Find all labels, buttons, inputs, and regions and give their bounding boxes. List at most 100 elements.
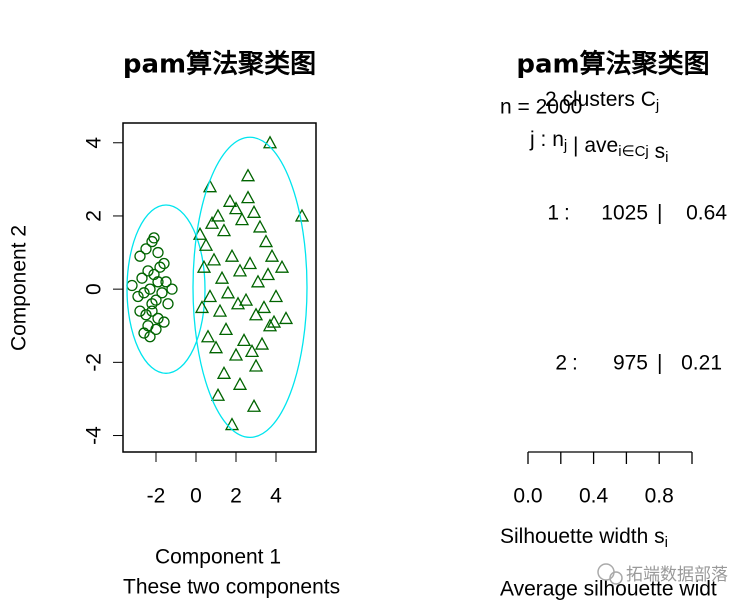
separator: |: [657, 352, 662, 375]
x-tick-label: 0.4: [579, 485, 609, 508]
x-tick-label: 2: [230, 485, 242, 508]
cluster-ellipse: [192, 136, 308, 439]
point: [138, 327, 150, 339]
point: [242, 256, 258, 270]
point: [214, 270, 230, 284]
text-part: :: [535, 128, 553, 151]
point: [138, 287, 150, 299]
chart-title: pam算法聚类图: [516, 49, 709, 80]
point: [140, 309, 152, 321]
subscript: i∈Cj: [618, 143, 649, 160]
point: [126, 279, 138, 292]
text-part: j: [529, 128, 535, 151]
point: [278, 311, 294, 325]
text-part: |: [567, 134, 584, 157]
point: [200, 329, 216, 343]
point: [274, 259, 290, 273]
point: [134, 250, 146, 262]
y-axis-label: Component 2: [8, 225, 31, 351]
point: [208, 340, 224, 354]
y-tick-label: 2: [83, 210, 106, 222]
point: [262, 318, 278, 332]
point: [162, 298, 174, 310]
subtitle: These two components: [123, 576, 340, 599]
point: [260, 267, 276, 281]
point: [240, 190, 256, 204]
y-tick-label: -4: [83, 426, 106, 445]
point: [148, 232, 160, 244]
point: [240, 168, 256, 182]
point: [206, 252, 222, 266]
y-tick-label: 0: [83, 283, 106, 295]
n-label: n = 2000: [500, 96, 582, 119]
x-tick-label: 0.0: [513, 485, 542, 508]
point: [154, 261, 166, 273]
point: [256, 300, 272, 314]
point: [196, 259, 212, 273]
x-axis-label: Silhouette width si: [500, 525, 668, 551]
subscript: j: [563, 137, 567, 154]
point: [264, 248, 280, 262]
point: [230, 296, 246, 310]
y-tick-label: -2: [83, 353, 106, 372]
point: [248, 307, 264, 321]
point: [232, 376, 248, 390]
point: [254, 336, 270, 350]
separator: :: [572, 352, 578, 375]
cluster-size: 975: [613, 352, 648, 375]
avg-width: 0.64: [686, 202, 727, 225]
text-part: n: [552, 128, 564, 151]
point: [144, 283, 156, 295]
point: [222, 193, 238, 207]
point: [152, 312, 164, 325]
plot-frame: [122, 122, 317, 453]
point: [224, 417, 240, 431]
cluster-id: 1: [547, 202, 559, 225]
point: [266, 314, 282, 328]
point: [160, 276, 172, 288]
point: [146, 305, 158, 317]
point: [156, 287, 168, 299]
point: [224, 248, 240, 262]
point: [202, 289, 218, 303]
point: [194, 300, 210, 314]
x-tick-label: 0.8: [645, 485, 674, 508]
text-part: Silhouette width s: [500, 525, 665, 548]
text-part: ave: [584, 134, 618, 157]
point: [136, 272, 148, 284]
point: [152, 276, 164, 288]
subscript: i: [665, 534, 668, 551]
point: [210, 387, 226, 401]
point: [202, 179, 218, 193]
point: [268, 289, 284, 303]
point: [294, 208, 310, 222]
point: [220, 285, 236, 299]
point: [146, 298, 158, 310]
point: [140, 243, 152, 255]
chart-title: pam算法聚类图: [123, 49, 316, 80]
point: [246, 398, 262, 412]
point: [198, 237, 214, 251]
point: [246, 204, 262, 218]
point: [212, 303, 228, 317]
point: [166, 283, 178, 295]
point: [258, 234, 274, 248]
cluster-ellipse: [126, 204, 206, 374]
point: [132, 290, 144, 303]
point: [134, 305, 146, 317]
watermark-icon: [597, 563, 623, 585]
point: [144, 331, 156, 343]
point: [218, 322, 234, 336]
point: [216, 365, 232, 379]
point: [244, 344, 260, 358]
subtitle: Average silhouette widt: [500, 578, 717, 601]
cluster-size: 1025: [601, 202, 648, 225]
separator: :: [564, 202, 570, 225]
watermark: 拓端数据部落: [626, 565, 728, 585]
x-tick-label: -2: [147, 485, 166, 508]
point: [150, 294, 162, 306]
point: [236, 333, 252, 347]
x-tick-label: 0: [190, 485, 202, 508]
